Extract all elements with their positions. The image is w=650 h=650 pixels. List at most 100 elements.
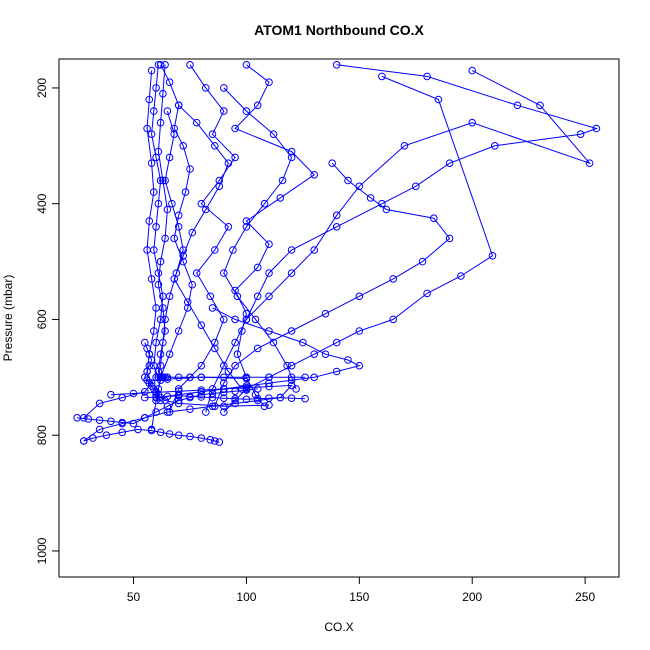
data-point <box>143 124 151 133</box>
data-point <box>260 402 269 411</box>
data-point <box>141 388 149 396</box>
data-point <box>292 385 300 393</box>
data-point <box>253 394 262 403</box>
data-point <box>265 327 273 335</box>
data-point <box>301 373 309 382</box>
data-series <box>73 61 601 446</box>
data-point <box>220 84 228 92</box>
data-point <box>186 165 194 173</box>
series-line <box>223 75 494 413</box>
data-point <box>445 234 454 243</box>
data-point <box>211 344 219 353</box>
data-point <box>168 199 176 208</box>
x-tick-label: 200 <box>462 590 482 604</box>
data-point <box>488 252 497 260</box>
data-point <box>430 214 438 222</box>
data-point <box>202 84 210 92</box>
data-point <box>220 373 228 382</box>
y-tick-label: 400 <box>35 193 49 213</box>
data-point <box>165 78 174 86</box>
data-point <box>206 292 215 301</box>
data-point <box>147 66 156 75</box>
series-line <box>234 64 315 407</box>
data-point <box>211 437 219 445</box>
x-tick-label: 50 <box>127 590 141 604</box>
data-point <box>181 188 190 196</box>
data-point <box>220 315 228 324</box>
data-point <box>161 234 169 243</box>
plot-frame <box>58 58 620 578</box>
x-axis-label: CO.X <box>324 620 353 634</box>
series-line <box>151 64 193 430</box>
data-point <box>156 118 165 127</box>
data-point <box>287 327 296 335</box>
data-point <box>159 176 167 185</box>
data-point <box>118 418 126 427</box>
data-point <box>231 153 239 162</box>
data-point <box>253 292 262 301</box>
data-point <box>242 61 251 69</box>
data-point <box>186 61 194 69</box>
series-line <box>157 110 184 378</box>
data-point <box>147 275 156 283</box>
data-point <box>156 350 165 359</box>
data-point <box>95 416 104 425</box>
data-point <box>208 389 217 398</box>
data-point <box>253 344 262 353</box>
data-point <box>163 205 172 214</box>
data-point <box>229 246 237 254</box>
data-point <box>332 223 341 231</box>
data-point <box>170 130 178 138</box>
data-point <box>332 367 341 376</box>
x-tick-label: 250 <box>575 590 595 604</box>
data-point <box>154 199 163 208</box>
data-point <box>118 428 126 437</box>
data-point <box>163 408 172 416</box>
data-point <box>129 389 138 398</box>
y-tick-label: 800 <box>35 425 49 445</box>
data-point <box>457 272 465 280</box>
data-point <box>468 118 477 127</box>
data-point <box>174 431 183 440</box>
data-point <box>208 393 217 402</box>
data-point <box>161 315 169 324</box>
data-point <box>468 66 477 75</box>
data-point <box>147 159 156 167</box>
x-tick-label: 100 <box>236 590 256 604</box>
series-19 <box>154 107 187 382</box>
data-point <box>197 199 206 208</box>
data-point <box>253 263 262 272</box>
data-point <box>154 269 163 277</box>
data-point <box>156 361 165 370</box>
data-point <box>102 431 111 440</box>
chart-title: ATOM1 Northbound CO.X <box>254 22 424 38</box>
data-point <box>208 130 217 138</box>
data-point <box>423 72 431 81</box>
data-point <box>242 386 251 394</box>
data-point <box>174 387 183 396</box>
data-point <box>592 124 601 133</box>
data-point <box>150 188 158 196</box>
data-point <box>265 394 273 403</box>
data-point <box>513 101 522 110</box>
data-point <box>215 438 224 446</box>
data-point <box>197 390 206 399</box>
data-point <box>154 147 163 156</box>
data-point <box>145 217 154 225</box>
series-17 <box>220 84 300 393</box>
data-point <box>220 379 228 387</box>
data-point <box>129 419 138 428</box>
series-7 <box>202 66 594 416</box>
data-point <box>159 373 167 382</box>
data-point <box>161 327 169 335</box>
data-point <box>95 399 104 408</box>
data-point <box>310 373 319 382</box>
data-point <box>174 396 183 405</box>
data-point <box>152 223 160 231</box>
series-14 <box>152 373 309 382</box>
series-line <box>169 64 236 413</box>
data-point <box>233 292 242 301</box>
data-point <box>165 292 174 301</box>
data-point <box>152 84 160 92</box>
data-point <box>418 257 427 266</box>
